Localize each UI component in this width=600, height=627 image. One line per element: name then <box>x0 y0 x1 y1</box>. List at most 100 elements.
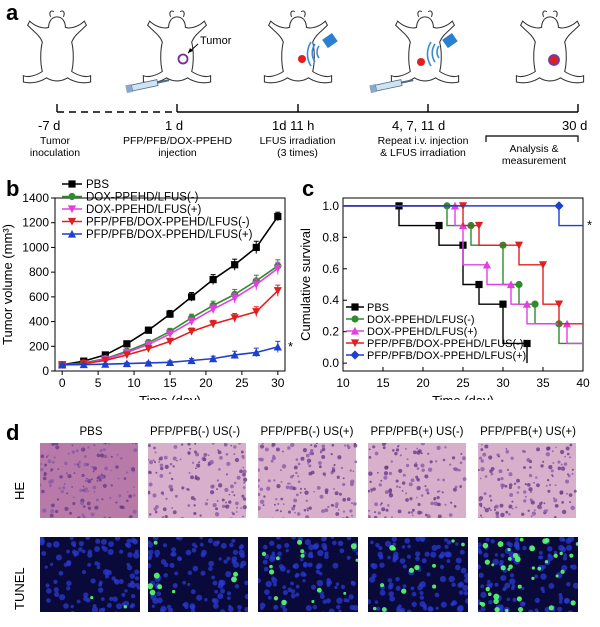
dapi-nucleus <box>130 580 134 585</box>
dapi-nucleus <box>109 596 114 602</box>
nucleus <box>529 498 533 502</box>
nucleus <box>83 454 87 458</box>
dapi-nucleus <box>49 562 54 567</box>
nucleus <box>408 482 413 487</box>
dapi-nucleus <box>478 564 481 570</box>
nucleus <box>291 506 295 511</box>
nucleus <box>280 481 283 483</box>
dapi-nucleus <box>384 540 392 547</box>
nucleus <box>336 475 340 479</box>
dapi-nucleus <box>419 590 424 596</box>
nucleus <box>433 498 436 501</box>
dapi-nucleus <box>319 591 324 596</box>
x-tick-label: 30 <box>496 376 510 390</box>
nucleus <box>513 482 517 485</box>
nucleus <box>449 463 452 466</box>
dapi-nucleus <box>237 609 241 612</box>
nucleus <box>158 460 161 463</box>
nucleus <box>530 500 535 505</box>
nucleus <box>370 490 373 493</box>
dapi-nucleus <box>148 562 152 569</box>
nucleus <box>410 478 415 483</box>
tunel-image-2 <box>148 537 248 612</box>
nucleus <box>59 475 63 479</box>
nucleus <box>379 503 382 506</box>
legend-marker <box>350 350 360 360</box>
nucleus <box>282 517 285 518</box>
dapi-nucleus <box>490 539 495 544</box>
y-axis-label: Tumor volume (mm³) <box>0 224 15 345</box>
dapi-nucleus <box>317 549 324 557</box>
nucleus <box>346 497 351 502</box>
nucleus <box>230 444 233 447</box>
nucleus <box>545 484 548 487</box>
nucleus <box>275 498 278 501</box>
tunel-positive <box>355 558 358 562</box>
significance-star: * <box>587 218 592 233</box>
nucleus <box>426 514 431 518</box>
nucleus <box>368 471 373 476</box>
nucleus <box>282 450 284 453</box>
dapi-nucleus <box>560 546 567 553</box>
dapi-nucleus <box>478 542 482 548</box>
tunel-positive <box>401 588 407 594</box>
nucleus <box>287 446 291 450</box>
dapi-nucleus <box>395 585 401 591</box>
nucleus <box>225 473 228 476</box>
dapi-nucleus <box>194 544 198 549</box>
dapi-nucleus <box>156 597 163 604</box>
nucleus <box>215 507 219 511</box>
dapi-nucleus <box>121 592 126 597</box>
nucleus <box>171 506 174 509</box>
dapi-nucleus <box>124 589 128 593</box>
data-point <box>506 280 516 289</box>
tunel-positive <box>300 549 305 554</box>
dapi-nucleus <box>107 548 114 556</box>
nucleus <box>295 471 298 475</box>
nucleus <box>267 479 271 483</box>
data-point <box>209 354 218 363</box>
dapi-nucleus <box>514 537 519 542</box>
legend-marker <box>351 303 359 311</box>
tunel-positive <box>560 569 565 574</box>
dapi-nucleus <box>540 586 545 591</box>
dapi-nucleus <box>349 604 355 611</box>
nucleus <box>351 514 353 517</box>
nucleus <box>305 453 310 458</box>
nucleus <box>87 479 92 484</box>
dapi-nucleus <box>244 606 248 612</box>
nucleus <box>270 459 274 463</box>
dapi-nucleus <box>553 550 558 555</box>
nucleus <box>374 451 379 456</box>
dapi-nucleus <box>321 542 327 549</box>
dapi-nucleus <box>127 552 133 558</box>
nucleus <box>448 513 453 517</box>
dapi-nucleus <box>129 604 134 609</box>
nucleus <box>377 471 379 474</box>
nucleus <box>385 508 389 512</box>
nucleus <box>148 471 151 474</box>
nucleus <box>479 477 482 480</box>
nucleus <box>394 451 398 456</box>
survival-step <box>343 205 528 364</box>
tunel-positive <box>273 596 279 601</box>
nucleus <box>63 483 66 486</box>
nucleus <box>281 464 287 469</box>
data-point <box>144 326 153 334</box>
nucleus <box>523 499 527 503</box>
dapi-nucleus <box>328 608 335 612</box>
nucleus <box>569 443 573 447</box>
dapi-nucleus <box>319 594 325 600</box>
nucleus <box>380 479 383 482</box>
data-point <box>209 275 217 284</box>
nucleus <box>207 454 210 457</box>
nucleus <box>263 495 266 498</box>
dapi-nucleus <box>214 589 219 594</box>
nucleus <box>74 463 77 466</box>
nucleus <box>330 503 334 507</box>
nucleus <box>536 447 540 452</box>
nucleus <box>71 444 74 447</box>
dapi-nucleus <box>104 574 109 579</box>
nucleus <box>321 455 326 459</box>
data-point <box>554 201 564 211</box>
